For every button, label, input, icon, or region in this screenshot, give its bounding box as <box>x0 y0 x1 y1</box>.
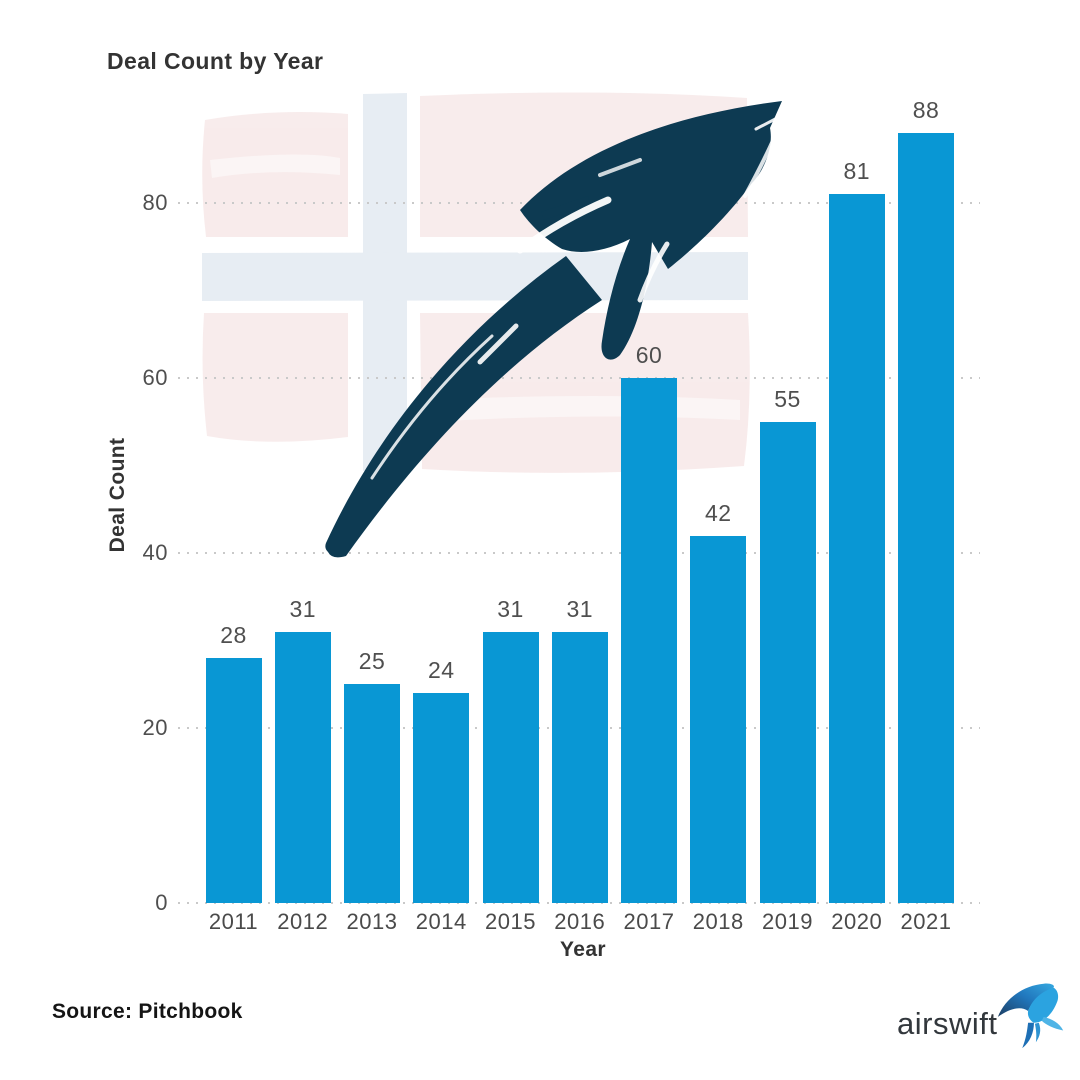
bar-value-label-2017: 60 <box>635 342 663 368</box>
chart-title: Deal Count by Year <box>107 48 324 74</box>
y-tick-label-40: 40 <box>142 540 168 565</box>
y-axis-title: Deal Count <box>106 437 129 553</box>
x-tick-label-2014: 2014 <box>415 909 467 934</box>
x-tick-label-2017: 2017 <box>623 909 675 934</box>
x-tick-label-2019: 2019 <box>762 909 813 934</box>
bar-value-label-2020: 81 <box>843 158 871 185</box>
bar-2021 <box>898 133 954 903</box>
y-tick-label-0: 0 <box>155 890 168 915</box>
x-tick-label-2011: 2011 <box>208 909 259 934</box>
bar-value-label-2013: 25 <box>358 648 386 675</box>
x-tick-label-2021: 2021 <box>900 909 952 934</box>
x-tick-label-2016: 2016 <box>554 909 606 934</box>
x-tick-label-2020: 2020 <box>831 909 883 934</box>
bar-2014 <box>413 693 470 903</box>
bar-2019 <box>759 421 816 903</box>
bar-2012 <box>274 631 331 903</box>
bar-value-label-2016: 31 <box>566 595 594 622</box>
y-tick-label-80: 80 <box>142 190 168 215</box>
logo-text: airswift <box>897 1006 998 1041</box>
bar-2020 <box>828 194 885 903</box>
x-axis-title: Year <box>560 938 606 961</box>
y-tick-label-20: 20 <box>142 715 168 740</box>
bar-value-label-2011: 28 <box>220 622 247 648</box>
x-tick-label-2018: 2018 <box>692 909 744 934</box>
source-note: Source: Pitchbook <box>52 1000 243 1023</box>
bar-2016 <box>551 631 608 903</box>
bar-2011 <box>205 658 262 903</box>
airswift-logo: airswift <box>897 983 1064 1049</box>
bar-value-label-2018: 42 <box>704 499 732 526</box>
bar-value-label-2019: 55 <box>774 385 801 412</box>
bar-2018 <box>690 535 747 903</box>
bar-value-label-2012: 31 <box>289 595 317 622</box>
x-tick-label-2015: 2015 <box>485 909 536 934</box>
bar-2013 <box>344 684 400 903</box>
x-tick-label-2013: 2013 <box>346 909 398 934</box>
gridline-0 <box>178 902 980 904</box>
x-tick-label-2012: 2012 <box>277 909 329 934</box>
bar-value-label-2014: 24 <box>427 657 455 683</box>
y-tick-label-60: 60 <box>142 365 168 390</box>
bar-value-label-2015: 31 <box>497 595 524 622</box>
bar-2015 <box>482 631 539 903</box>
bar-value-label-2021: 88 <box>912 97 940 123</box>
swallow-bird-icon <box>997 983 1064 1049</box>
